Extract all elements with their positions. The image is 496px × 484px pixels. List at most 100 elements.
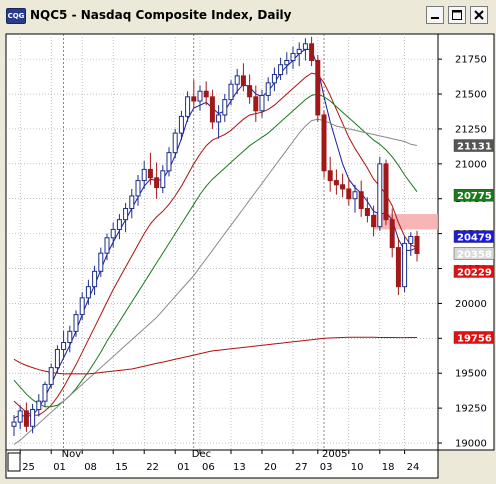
candle-up [296,48,302,55]
candle-down [346,188,352,200]
plot-area [5,33,439,451]
time-tick-label: 25 [22,462,35,473]
candle-down [240,75,246,87]
candle-up [302,43,308,50]
app-icon: CQG [6,8,26,24]
candle-down [333,180,339,186]
candle-down [253,96,259,112]
candle-up [216,114,222,123]
candle-down [383,163,389,221]
price-tick-label: 20000 [455,299,487,310]
price-badge-label: 21131 [457,142,492,153]
candle-up [185,96,191,117]
price-badge [453,247,495,260]
candle-up [166,152,172,172]
moving-average-line-1 [13,48,418,419]
candle-up [271,73,277,84]
price-badge [453,265,495,278]
maximize-icon [452,10,462,20]
price-badge-label: 20775 [457,191,492,202]
candle-up [11,421,17,427]
time-tick-label: 22 [146,462,159,473]
price-badge-label: 20479 [457,233,492,244]
candle-down [154,177,160,189]
minimize-button[interactable] [426,6,444,24]
time-tick-label: 01 [177,462,190,473]
candle-up [222,99,228,116]
time-tick-label: 24 [407,462,420,473]
candle-up [42,383,48,402]
candle-down [321,114,327,172]
price-tick-label: 21500 [455,90,487,101]
candle-down [371,214,377,228]
scroll-handle[interactable] [7,452,21,472]
candle-down [389,219,395,249]
candle-down [327,170,333,182]
candle-up [259,94,265,112]
candle-down [209,96,215,123]
candle-up [197,90,203,102]
candle-up [228,83,234,101]
candle-up [85,286,91,299]
time-tick-label: 06 [202,462,215,473]
candle-up [79,297,85,316]
candle-down [358,191,364,209]
minimize-icon [431,17,439,19]
candle-down [364,207,370,216]
close-icon [474,10,484,20]
moving-average-line-2 [13,72,418,416]
price-badge-label: 20229 [457,267,492,278]
candle-up [172,132,178,154]
candle-up [408,235,414,244]
candle-up [17,410,23,423]
time-tick-label: 18 [382,462,395,473]
candle-up [377,163,383,228]
candle-down [23,410,29,427]
candle-up [160,170,166,189]
moving-averages [13,48,418,445]
time-tick-label: 01 [53,462,66,473]
title-bar[interactable]: CQG NQC5 - Nasdaq Composite Index, Daily [0,0,496,33]
price-tick-label: 21750 [455,55,487,66]
candle-up [36,400,42,411]
candle-up [110,228,116,239]
candlestick-chart[interactable]: 1900019250195001975020000202502050020750… [0,32,496,480]
price-tick-label: 19000 [455,439,487,450]
period-label: Nov [62,449,82,460]
highlight-zone [373,214,438,230]
candle-up [284,60,290,66]
candle-up [290,53,296,62]
moving-average-line-4 [13,118,418,445]
candle-up [73,314,79,332]
time-tick-label: 03 [320,462,333,473]
candle-up [92,270,98,288]
time-tick-label: 13 [233,462,246,473]
close-button[interactable] [470,6,488,24]
price-badge-label: 19756 [457,333,492,344]
time-tick-label: 08 [84,462,97,473]
candle-up [402,242,408,288]
candle-up [352,191,358,200]
price-badge [453,139,495,152]
candle-up [234,75,240,85]
price-badge-label: 20358 [457,249,492,260]
price-tick-label: 19250 [455,404,487,415]
candle-up [54,348,60,369]
candle-up [116,219,122,230]
candle-down [247,85,253,98]
price-badge [453,188,495,202]
maximize-button[interactable] [448,6,466,24]
chart-area[interactable]: 1900019250195001975020000202502050020750… [0,32,496,480]
resistance-zone [373,214,438,230]
moving-average-line-3 [13,93,418,408]
price-badges: 21131 20775 20479 20358 20229 19756 [453,139,495,344]
candle-down [395,247,401,288]
candle-up [98,252,104,272]
candle-down [147,168,153,179]
period-label: 2005 [322,449,347,460]
candles [11,36,420,437]
candle-down [203,90,209,98]
time-tick-label: 27 [295,462,308,473]
time-tick-label: 10 [351,462,364,473]
